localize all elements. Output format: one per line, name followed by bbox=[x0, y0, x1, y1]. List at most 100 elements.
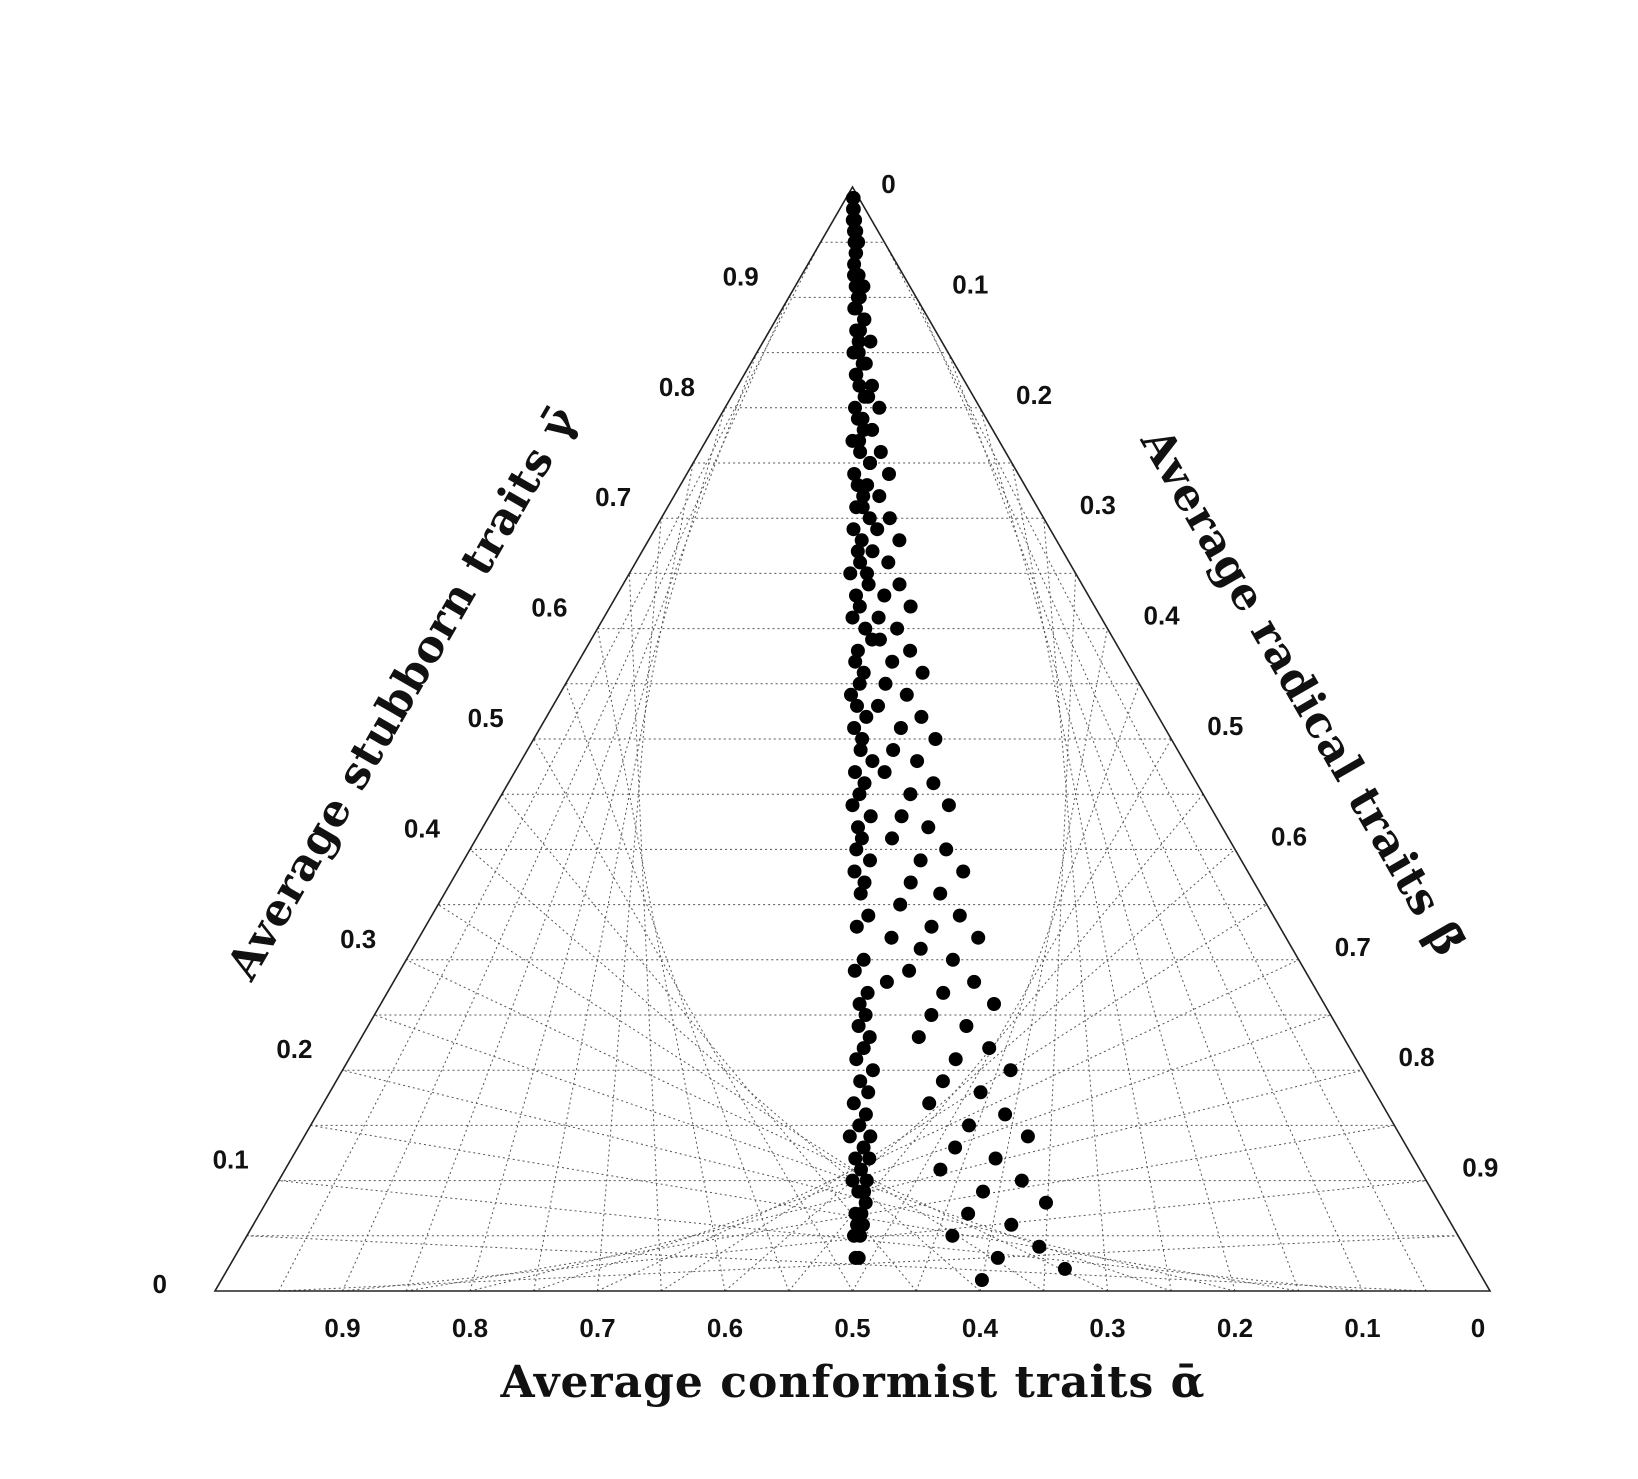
data-point bbox=[863, 334, 878, 349]
grid-line-right bbox=[1043, 518, 1108, 1292]
data-point bbox=[921, 820, 936, 835]
data-point bbox=[851, 1019, 866, 1033]
data-point bbox=[857, 875, 872, 890]
data-point bbox=[843, 566, 858, 581]
data-point bbox=[852, 1118, 867, 1133]
data-point bbox=[865, 1063, 880, 1078]
data-point bbox=[976, 1184, 990, 1199]
data-point bbox=[847, 721, 862, 735]
data-point bbox=[987, 997, 1001, 1011]
grid-line-left bbox=[469, 407, 726, 1292]
data-point bbox=[885, 654, 900, 669]
data-point bbox=[847, 467, 862, 481]
data-point bbox=[853, 445, 868, 459]
data-point bbox=[903, 643, 918, 658]
data-point bbox=[910, 754, 925, 769]
data-point bbox=[945, 952, 960, 967]
data-point bbox=[854, 533, 869, 548]
left-tick-label: 0 bbox=[153, 1269, 167, 1299]
left-axis-ticks: 0 0.1 0.2 0.3 0.4 0.5 0.6 0.7 0.8 0.9 bbox=[153, 261, 759, 1299]
data-point bbox=[1039, 1195, 1053, 1210]
data-point bbox=[941, 798, 956, 813]
data-point bbox=[870, 522, 885, 537]
right-tick-label: 0.7 bbox=[1335, 932, 1371, 962]
right-tick-label: 0 bbox=[881, 169, 895, 199]
grid-line-left bbox=[278, 1180, 1363, 1292]
data-point bbox=[915, 665, 930, 680]
grid-line-left bbox=[246, 1235, 1427, 1292]
bottom-tick-label: 0.8 bbox=[452, 1313, 488, 1343]
data-point bbox=[848, 654, 863, 669]
bottom-tick-label: 0.2 bbox=[1217, 1313, 1253, 1343]
data-point bbox=[860, 478, 875, 493]
data-point bbox=[865, 378, 879, 393]
data-point bbox=[924, 1008, 939, 1022]
data-point bbox=[967, 974, 982, 989]
data-point bbox=[926, 776, 941, 791]
data-point bbox=[846, 202, 860, 217]
data-point bbox=[973, 1085, 988, 1100]
data-point bbox=[857, 389, 872, 404]
data-point bbox=[857, 776, 872, 791]
data-point bbox=[956, 864, 971, 879]
data-point bbox=[849, 301, 863, 316]
data-point bbox=[948, 1140, 963, 1155]
data-point bbox=[848, 1151, 863, 1166]
data-point bbox=[852, 290, 867, 305]
data-point bbox=[863, 1129, 878, 1144]
data-point bbox=[862, 1151, 877, 1166]
data-point bbox=[849, 1052, 864, 1067]
data-point bbox=[853, 1228, 868, 1243]
data-point bbox=[847, 224, 861, 239]
data-point bbox=[849, 588, 863, 603]
data-point bbox=[933, 886, 948, 901]
data-point bbox=[928, 732, 943, 746]
bottom-tick-label: 0.4 bbox=[962, 1313, 999, 1343]
data-point bbox=[892, 533, 907, 548]
data-point bbox=[865, 632, 880, 647]
data-point bbox=[990, 1250, 1005, 1265]
data-point bbox=[911, 1030, 926, 1045]
data-point bbox=[922, 1096, 937, 1111]
data-point bbox=[845, 798, 860, 813]
right-tick-label: 0.4 bbox=[1144, 601, 1181, 631]
data-point bbox=[858, 1195, 873, 1210]
data-point bbox=[933, 1162, 948, 1177]
data-point bbox=[948, 1052, 963, 1067]
data-point bbox=[865, 422, 880, 437]
data-point bbox=[860, 985, 875, 1000]
bottom-tick-label: 0.6 bbox=[707, 1313, 743, 1343]
data-point bbox=[850, 698, 864, 713]
data-point bbox=[853, 1074, 868, 1089]
data-point bbox=[1032, 1239, 1047, 1254]
data-point bbox=[899, 687, 914, 702]
grid-line-right bbox=[469, 1069, 1363, 1292]
data-point bbox=[939, 842, 954, 857]
data-point bbox=[988, 1151, 1003, 1166]
data-point bbox=[856, 489, 871, 504]
grid-line-right bbox=[915, 297, 1363, 1292]
data-point bbox=[893, 721, 908, 735]
data-point bbox=[845, 1173, 860, 1188]
data-point bbox=[846, 522, 861, 537]
data-point bbox=[851, 820, 865, 835]
data-point bbox=[936, 985, 951, 1000]
data-point bbox=[860, 566, 874, 581]
data-point bbox=[852, 787, 867, 802]
data-point bbox=[982, 1041, 997, 1056]
data-point bbox=[859, 709, 874, 724]
data-point bbox=[882, 511, 897, 526]
data-point bbox=[856, 1041, 871, 1056]
data-point bbox=[849, 842, 864, 857]
right-axis-ticks: 0 0.1 0.2 0.3 0.4 0.5 0.6 0.7 0.8 0.9 bbox=[881, 169, 1498, 1183]
grid-line-right bbox=[597, 959, 1299, 1292]
data-point bbox=[1057, 1261, 1072, 1276]
data-point bbox=[858, 1008, 873, 1022]
data-point bbox=[862, 1030, 877, 1045]
data-point bbox=[852, 433, 867, 448]
data-point bbox=[854, 831, 869, 846]
data-point bbox=[885, 831, 899, 846]
data-point bbox=[857, 312, 872, 327]
data-point bbox=[847, 268, 861, 283]
data-point bbox=[873, 445, 888, 459]
